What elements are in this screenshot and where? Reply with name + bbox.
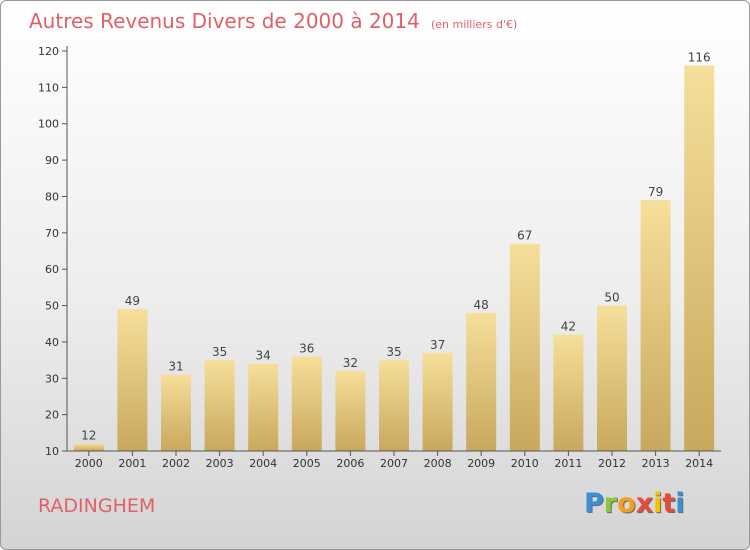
- x-tick-label-2009: 2009: [467, 457, 495, 470]
- bar-2011: [553, 334, 584, 451]
- x-tick-label-2006: 2006: [336, 457, 364, 470]
- data-label-2003: 35: [212, 345, 227, 359]
- bar-2006: [335, 371, 366, 451]
- logo-letter: o: [617, 488, 636, 519]
- logo-letter: t: [662, 488, 676, 519]
- data-label-2000: 12: [81, 429, 96, 443]
- bar-2000: [73, 443, 104, 451]
- location-label: RADINGHEM: [38, 495, 156, 517]
- bar-2010: [509, 243, 540, 451]
- logo-letter: i: [653, 488, 663, 519]
- data-label-2004: 34: [256, 349, 271, 363]
- bars-group: 12 49 31 35 34 36 32 35 37 48 67 42 50 79 116: [73, 51, 715, 451]
- y-tick-label-100: 100: [38, 118, 59, 131]
- bar-2007: [379, 360, 409, 451]
- bar-2012: [597, 305, 627, 451]
- y-tick-label-90: 90: [45, 154, 59, 167]
- data-label-2012: 50: [604, 291, 619, 305]
- x-tick-label-2010: 2010: [511, 457, 539, 470]
- data-label-2008: 37: [430, 338, 445, 352]
- data-label-2011: 42: [561, 320, 576, 334]
- title-main: Autres Revenus Divers de 2000 à 2014: [29, 9, 420, 33]
- data-label-2013: 79: [648, 185, 663, 199]
- x-tick-label-2005: 2005: [293, 457, 321, 470]
- bar-2009: [466, 312, 497, 451]
- logo-letter: x: [635, 488, 654, 519]
- bar-2013: [640, 200, 671, 451]
- x-tick-label-2011: 2011: [554, 457, 582, 470]
- y-tick-label-120: 120: [38, 45, 59, 58]
- bar-2004: [248, 363, 279, 451]
- x-tick-label-2012: 2012: [598, 457, 626, 470]
- proxiti-logo: Proxiti: [584, 488, 685, 519]
- data-label-2009: 48: [474, 298, 489, 312]
- y-tick-label-70: 70: [45, 227, 59, 240]
- y-tick-label-30: 30: [45, 372, 59, 385]
- logo-letter: i: [675, 488, 685, 519]
- data-label-2002: 31: [168, 360, 183, 374]
- x-tick-label-2002: 2002: [162, 457, 190, 470]
- axes-group: 2000 2001 2002 2003 2004 2005 2006 2007 2008 2009…: [38, 45, 721, 470]
- x-tick-label-2003: 2003: [206, 457, 234, 470]
- bar-2008: [422, 352, 453, 451]
- bar-2003: [204, 360, 235, 451]
- data-label-2006: 32: [343, 356, 358, 370]
- data-label-2005: 36: [299, 341, 314, 355]
- y-tick-label-10: 10: [45, 445, 59, 458]
- data-label-2001: 49: [125, 294, 140, 308]
- chart-title: Autres Revenus Divers de 2000 à 2014 (en…: [29, 9, 517, 33]
- title-unit: (en milliers d'€): [430, 18, 518, 31]
- x-tick-label-2014: 2014: [685, 457, 713, 470]
- x-tick-label-2000: 2000: [75, 457, 103, 470]
- logo-letter: P: [584, 488, 604, 519]
- x-tick-label-2001: 2001: [118, 457, 146, 470]
- y-tick-label-20: 20: [45, 409, 59, 422]
- y-tick-label-60: 60: [45, 263, 59, 276]
- x-tick-label-2008: 2008: [424, 457, 452, 470]
- data-label-2014: 116: [688, 51, 711, 65]
- bar-2001: [117, 309, 148, 451]
- bar-2014: [684, 65, 715, 451]
- y-tick-label-40: 40: [45, 336, 59, 349]
- bar-2002: [161, 374, 191, 451]
- data-label-2010: 67: [517, 229, 532, 243]
- y-tick-label-50: 50: [45, 300, 59, 313]
- y-tick-label-110: 110: [38, 81, 59, 94]
- x-tick-label-2013: 2013: [642, 457, 670, 470]
- y-tick-label-80: 80: [45, 190, 59, 203]
- x-tick-label-2007: 2007: [380, 457, 408, 470]
- logo-letter: r: [603, 488, 618, 519]
- data-label-2007: 35: [386, 345, 401, 359]
- bar-2005: [291, 356, 322, 451]
- x-tick-label-2004: 2004: [249, 457, 277, 470]
